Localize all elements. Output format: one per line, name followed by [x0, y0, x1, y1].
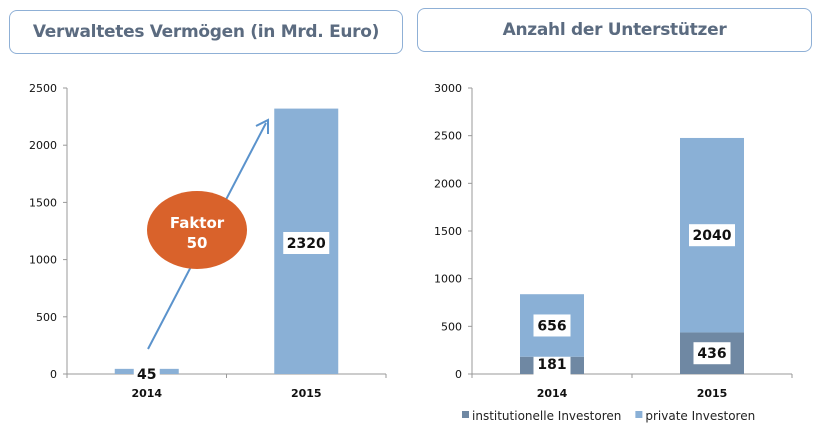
y-tick-label: 2500 [29, 82, 57, 95]
y-tick-label: 0 [455, 368, 462, 381]
data-label-2015: 2320 [287, 236, 326, 252]
y-tick-label: 0 [50, 368, 57, 381]
data-label-2014-1: 656 [537, 318, 566, 334]
y-tick-label: 2000 [29, 139, 57, 152]
data-label-2014-bg [133, 363, 160, 385]
x-tick-label: 2015 [697, 387, 728, 400]
y-tick-label: 500 [36, 311, 57, 324]
legend-swatch [462, 411, 469, 418]
y-tick-label: 1500 [29, 196, 57, 209]
arrow-head-icon [255, 118, 269, 134]
legend-swatch [635, 411, 643, 418]
y-tick-label: 3000 [434, 82, 462, 95]
y-tick-label: 1000 [434, 273, 462, 286]
data-label-2014: 45 [137, 367, 156, 383]
legend-label: institutionelle Investoren [472, 409, 621, 423]
x-tick-label: 2014 [131, 387, 162, 400]
factor-label-line1: Faktor [170, 214, 225, 232]
data-label-2014-0: 181 [537, 357, 566, 373]
data-label-2015-1: 2040 [693, 228, 732, 244]
y-tick-label: 500 [441, 320, 462, 333]
chart-title-supporters: Anzahl der Unterstützer [417, 8, 812, 52]
y-tick-label: 1000 [29, 254, 57, 267]
data-label-2015-0: 436 [697, 346, 726, 362]
factor-label-line2: 50 [187, 234, 208, 252]
data-label-2014-0-bg [533, 353, 571, 375]
data-label-2015-bg [283, 232, 330, 254]
chart-title-assets: Verwaltetes Vermögen (in Mrd. Euro) [9, 10, 403, 54]
y-tick-label: 1500 [434, 225, 462, 238]
x-tick-label: 2015 [291, 387, 322, 400]
x-tick-label: 2014 [537, 387, 568, 400]
data-label-2015-0-bg [693, 342, 731, 365]
y-tick-label: 2500 [434, 130, 462, 143]
legend-label: private Investoren [645, 409, 755, 423]
factor-bubble [147, 191, 247, 269]
data-label-2014-1-bg [533, 314, 571, 337]
data-label-2015-1-bg [689, 224, 735, 247]
y-tick-label: 2000 [434, 177, 462, 190]
